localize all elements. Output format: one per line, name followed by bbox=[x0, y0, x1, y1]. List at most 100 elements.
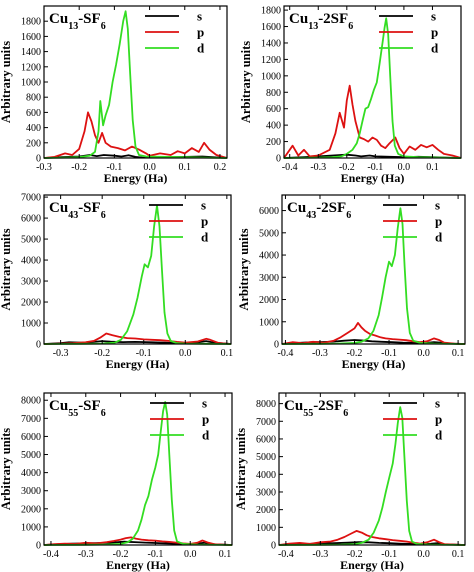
x-tick-label: 0.0 bbox=[143, 162, 156, 173]
y-tick-label: 3000 bbox=[21, 277, 41, 288]
x-tick-label: -0.1 bbox=[106, 162, 122, 173]
x-tick-label: -0.4 bbox=[278, 549, 294, 560]
x-tick-label: -0.1 bbox=[136, 348, 152, 359]
x-tick-label: 0.1 bbox=[221, 348, 234, 359]
legend-label-s: s bbox=[201, 198, 206, 213]
y-tick-label: 1000 bbox=[259, 317, 279, 328]
title-subscript: 13 bbox=[68, 21, 78, 32]
y-tick-label: 1000 bbox=[261, 71, 281, 82]
y-tick-label: 0 bbox=[36, 541, 41, 552]
series-line-p bbox=[281, 322, 466, 345]
legend-label-p: p bbox=[202, 412, 209, 427]
series-line-p bbox=[283, 84, 462, 159]
y-tick-label: 600 bbox=[26, 108, 41, 119]
y-tick-label: 5000 bbox=[259, 228, 279, 239]
y-tick-label: 6000 bbox=[21, 432, 41, 443]
x-tick-label: 0.2 bbox=[214, 162, 227, 173]
title-text: Cu bbox=[49, 200, 68, 216]
series-line-d bbox=[43, 401, 233, 546]
y-tick-label: 2000 bbox=[259, 295, 279, 306]
x-tick-label: -0.3 bbox=[53, 348, 69, 359]
title-subscript: 55 bbox=[303, 408, 313, 419]
y-tick-label: 0 bbox=[274, 340, 279, 351]
x-tick-label: -0.2 bbox=[94, 348, 110, 359]
chart-panel-3: -0.3 -0.2 -0.1 0.0 0.1 0 1000 2000 3000 4000 5000 6… bbox=[0, 193, 233, 371]
y-tick-label: 600 bbox=[266, 104, 281, 115]
title-text: Cu bbox=[49, 398, 68, 414]
legend-label-d: d bbox=[202, 428, 210, 443]
chart-panel-2: -0.4 -0.3 -0.2 -0.1 0.0 0.1 0 200 400 600 800 1000 1… bbox=[239, 5, 462, 185]
x-tick-label: -0.3 bbox=[312, 549, 328, 560]
y-tick-label: 1800 bbox=[261, 6, 281, 17]
plot-frame bbox=[283, 5, 462, 159]
series-line-d bbox=[278, 406, 466, 546]
title-text: Cu bbox=[284, 398, 303, 414]
x-axis-label: Energy (Ha) bbox=[342, 357, 406, 371]
legend-label-p: p bbox=[431, 25, 438, 40]
y-tick-label: 1800 bbox=[21, 17, 41, 28]
x-tick-label: 0.1 bbox=[452, 348, 465, 359]
legend-label-s: s bbox=[431, 9, 436, 24]
y-axis-label: Arbitrary units bbox=[0, 228, 13, 310]
title-text: -SF bbox=[78, 200, 101, 216]
legend-label-d: d bbox=[201, 230, 209, 245]
series-line-d bbox=[283, 17, 462, 159]
x-tick-label: -0.3 bbox=[310, 162, 326, 173]
y-tick-label: 1000 bbox=[256, 523, 276, 534]
chart-panel-1: -0.3 -0.2 -0.1 0.0 0.1 0.2 0 200 400 600 800 1000 12… bbox=[0, 5, 228, 185]
title-subscript: 6 bbox=[101, 21, 106, 32]
panel-title: Cu43-SF6 bbox=[49, 200, 106, 221]
series-line-p bbox=[43, 111, 228, 159]
y-tick-label: 0 bbox=[36, 340, 41, 351]
y-axis-label: Arbitrary units bbox=[0, 41, 13, 123]
series-line-p bbox=[43, 332, 232, 345]
y-tick-label: 200 bbox=[26, 138, 41, 149]
y-tick-label: 4000 bbox=[259, 251, 279, 262]
y-tick-label: 4000 bbox=[256, 470, 276, 481]
y-tick-label: 1000 bbox=[21, 78, 41, 89]
chart-panel-4: -0.4 -0.3 -0.2 -0.1 0.0 0.1 0 1000 2000 3000 4000 5… bbox=[237, 194, 466, 371]
panel-title: Cu55-2SF6 bbox=[284, 398, 348, 419]
title-text: -2SF bbox=[316, 200, 346, 216]
y-tick-label: 0 bbox=[36, 154, 41, 165]
legend-label-p: p bbox=[201, 214, 208, 229]
y-tick-label: 7000 bbox=[256, 417, 276, 428]
x-tick-label: -0.2 bbox=[71, 162, 87, 173]
x-tick-label: 0.0 bbox=[417, 348, 430, 359]
plot-frame bbox=[281, 194, 466, 345]
x-axis-label: Energy (Ha) bbox=[341, 171, 405, 185]
title-subscript: 6 bbox=[346, 210, 351, 221]
y-axis-label: Arbitrary units bbox=[234, 428, 248, 510]
y-tick-label: 0 bbox=[271, 541, 276, 552]
y-axis-label: Arbitrary units bbox=[237, 228, 251, 310]
title-text: -SF bbox=[78, 398, 101, 414]
x-tick-label: -0.3 bbox=[36, 162, 52, 173]
x-axis-label: Energy (Ha) bbox=[104, 171, 168, 185]
y-tick-label: 1600 bbox=[21, 32, 41, 43]
y-tick-label: 800 bbox=[266, 88, 281, 99]
panel-title: Cu43-2SF6 bbox=[287, 200, 351, 221]
x-axis-label: Energy (Ha) bbox=[106, 357, 170, 371]
legend-label-p: p bbox=[435, 214, 442, 229]
y-tick-label: 4000 bbox=[21, 256, 41, 267]
legend-label-s: s bbox=[202, 396, 207, 411]
legend-label-d: d bbox=[197, 41, 205, 56]
series-line-d bbox=[43, 10, 228, 159]
y-tick-label: 5000 bbox=[256, 452, 276, 463]
legend-label-d: d bbox=[431, 41, 439, 56]
y-tick-label: 3000 bbox=[259, 273, 279, 284]
y-tick-label: 1000 bbox=[21, 522, 41, 533]
plot-frame bbox=[278, 392, 466, 546]
y-tick-label: 4000 bbox=[21, 468, 41, 479]
legend-label-d: d bbox=[435, 230, 443, 245]
title-text: Cu bbox=[49, 11, 68, 27]
legend-label-s: s bbox=[435, 396, 440, 411]
y-tick-label: 200 bbox=[266, 137, 281, 148]
legend-label-d: d bbox=[435, 428, 443, 443]
y-tick-label: 6000 bbox=[259, 206, 279, 217]
y-tick-label: 3000 bbox=[256, 487, 276, 498]
y-tick-label: 8000 bbox=[21, 396, 41, 407]
y-tick-label: 1400 bbox=[261, 38, 281, 49]
x-tick-label: -0.3 bbox=[78, 549, 94, 560]
y-tick-label: 2000 bbox=[21, 298, 41, 309]
